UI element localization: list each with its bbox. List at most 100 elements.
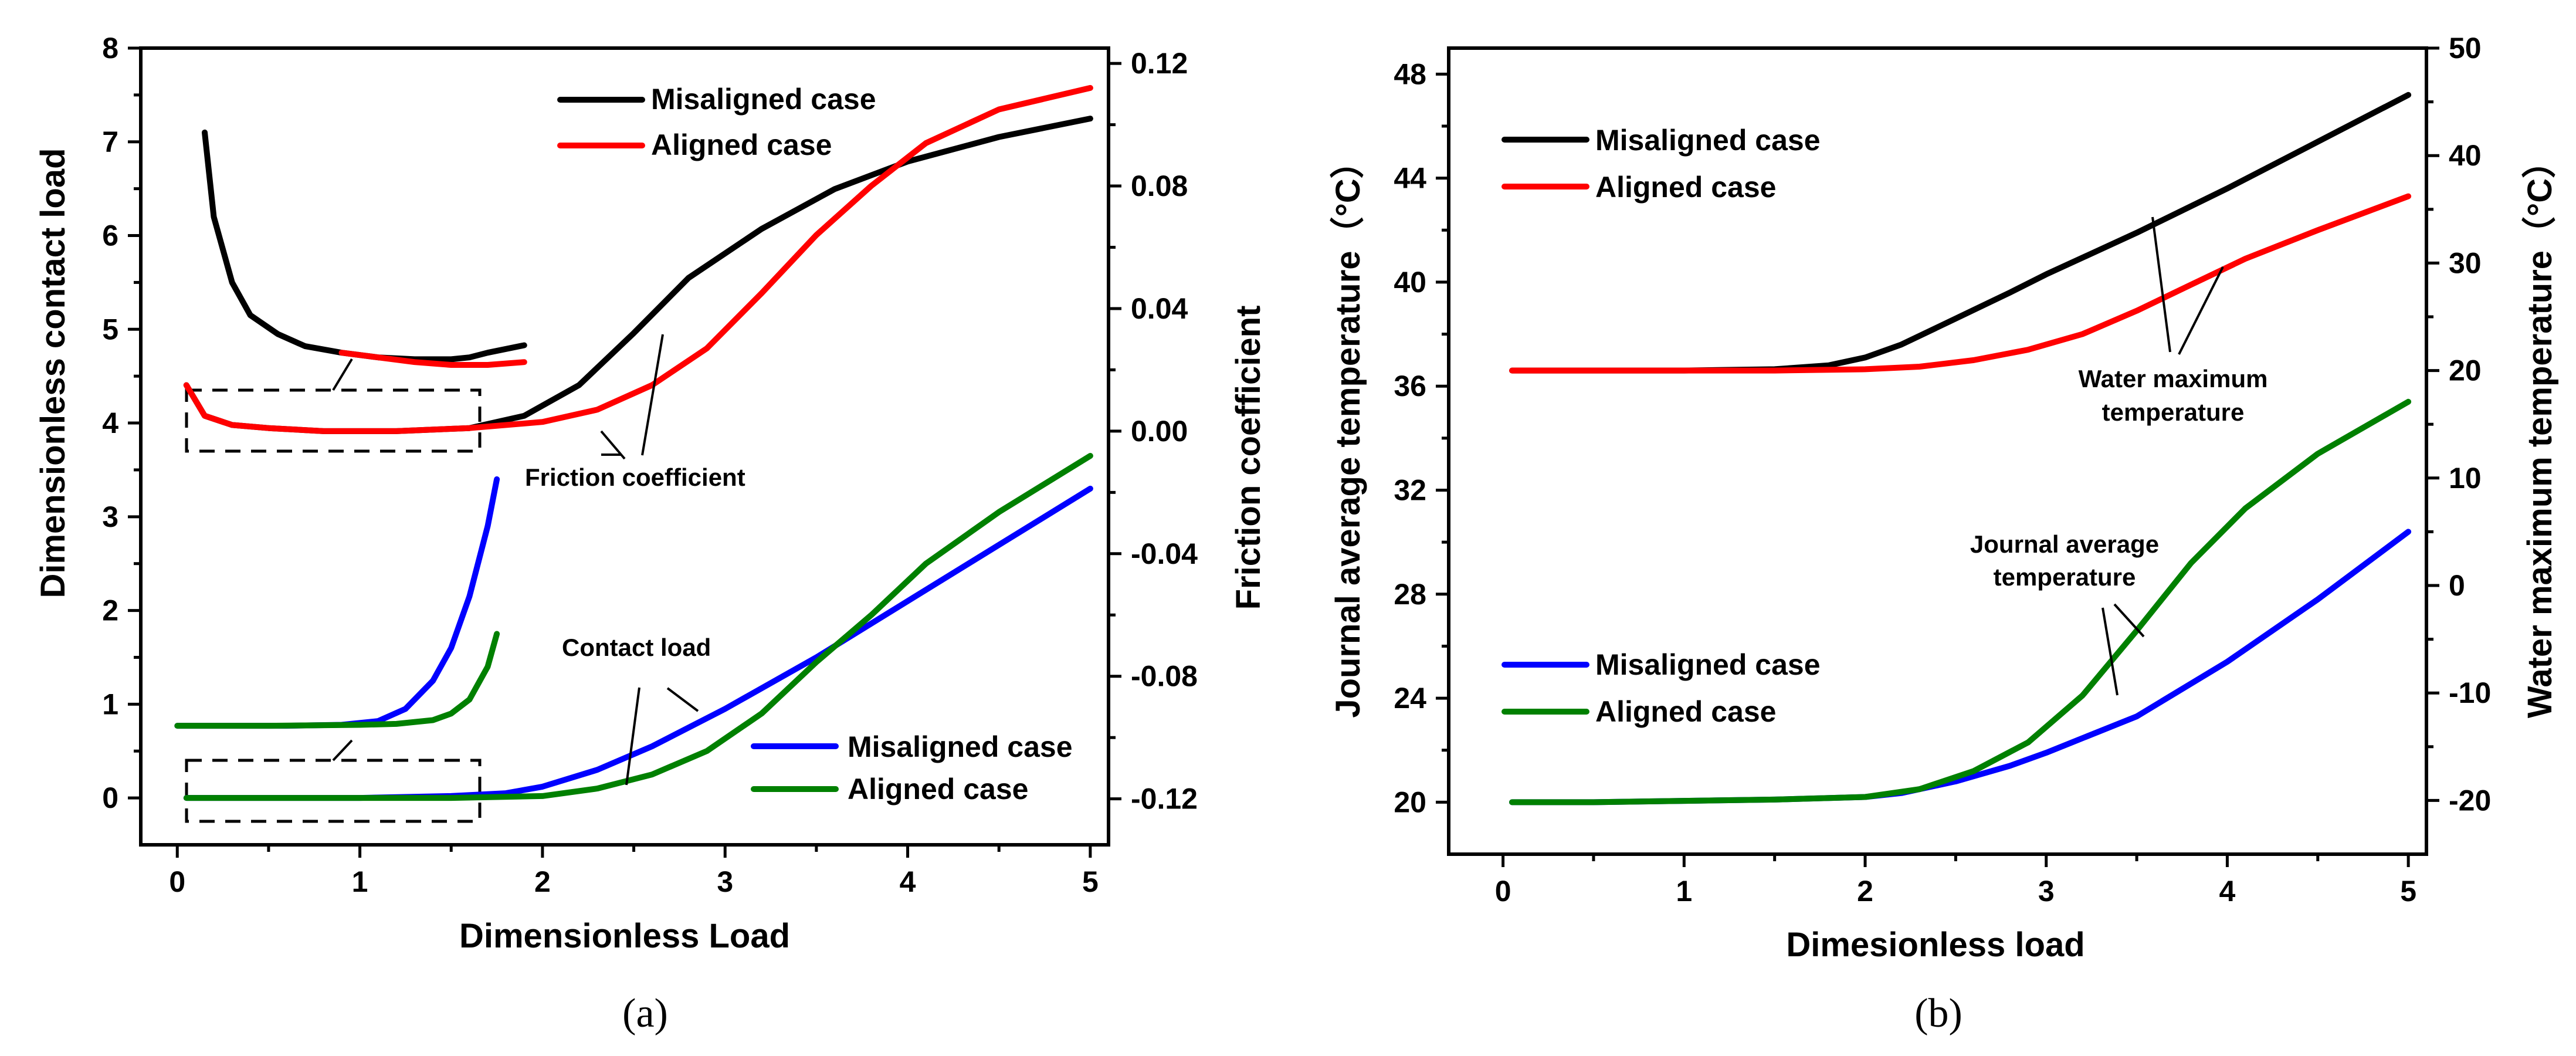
panel-a-label: (a) [622, 991, 668, 1036]
panel-a-legend-label-contact-misaligned: Misaligned case [848, 730, 1073, 763]
panel-a-left-tick-label: 1 [102, 688, 118, 720]
panel-a-series [183, 84, 1093, 801]
panel-a-right-tick-label: 0.04 [1131, 292, 1188, 325]
panel-a-right-tick-label: -0.04 [1131, 537, 1198, 570]
panel-a-right-tick-label: 0.12 [1131, 47, 1188, 80]
panel-a-contact-annotation: Contact load [562, 634, 711, 661]
panel-b-x-tick-label: 1 [1676, 875, 1692, 908]
panel-b-left-ticks: 20 24 28 32 36 40 44 48 [1394, 57, 1449, 818]
panel-a-right-ticks: -0.12 -0.08 -0.04 0.00 0.04 0.08 0.12 [1109, 47, 1198, 815]
panel-b-left-tick-label: 40 [1394, 266, 1426, 299]
panel-a-legend-label-friction-aligned: Aligned case [651, 128, 832, 161]
panel-b-x-tick-label: 0 [1495, 875, 1511, 908]
panel-a-left-tick-label: 6 [102, 219, 118, 252]
panel-a-x-tick-label: 1 [352, 865, 368, 898]
panel-b-plot-frame [1447, 46, 2428, 856]
panel-a-zoom-connector-friction [332, 358, 353, 391]
panel-b-series [1509, 92, 2412, 805]
panel-a-left-tick-label: 5 [102, 313, 118, 346]
panel-a-x-axis-title: Dimensionless Load [459, 917, 790, 955]
panel-b-water-arrow-1 [2151, 216, 2171, 353]
panel-a-legend-label-friction-misaligned: Misaligned case [651, 83, 876, 116]
panel-b-right-tick-label: 40 [2449, 139, 2482, 172]
panel-b-water-arrow-2 [2178, 266, 2224, 355]
panel-b-journal-annotation-line2: temperature [1994, 563, 2136, 591]
panel-a-chart: 0 1 2 3 4 5 0 1 2 3 4 5 6 7 8 -0.12 -0.08 -0.04 0.00 0.04… [34, 32, 1267, 1036]
panel-b-right-axis-title: Water maximum temperature（°C） [2521, 144, 2559, 718]
panel-b-x-axis-title: Dimesionless load [1786, 926, 2084, 964]
panel-b-series-line [1509, 398, 2412, 805]
panel-b-right-ticks: -20 -10 0 10 20 30 40 50 [2426, 32, 2491, 817]
panel-a-left-tick-label: 8 [102, 32, 118, 65]
panel-a-zoom-box-contact [185, 759, 482, 823]
panel-a-x-tick-label: 4 [900, 865, 916, 898]
panel-b-right-tick-label: 20 [2449, 354, 2482, 387]
panel-b-right-tick-label: -10 [2449, 676, 2491, 709]
panel-b-right-tick-label: 30 [2449, 246, 2482, 279]
panel-a-x-tick-label: 5 [1082, 865, 1099, 898]
panel-a-left-tick-label: 0 [102, 781, 118, 814]
panel-b-x-ticks: 0 1 2 3 4 5 [1495, 854, 2416, 908]
panel-b-water-annotation-line2: temperature [2102, 398, 2245, 426]
panel-b-x-tick-label: 3 [2038, 875, 2055, 908]
panel-a-inset-line [202, 129, 527, 363]
panel-b-left-tick-label: 48 [1394, 57, 1426, 90]
panel-b-journal-annotation-line1: Journal average [1970, 530, 2159, 558]
panel-a-left-axis-title: Dimensionless contact load [34, 148, 72, 598]
panel-b-series-line [1509, 193, 2412, 374]
panel-a-x-tick-label: 3 [717, 865, 733, 898]
panel-a-zoom-connector-contact [332, 739, 353, 761]
panel-b-x-tick-label: 2 [1857, 875, 1873, 908]
panel-b-label: (b) [1914, 991, 1962, 1036]
panel-a-x-tick-label: 0 [169, 865, 185, 898]
panel-a-left-tick-label: 2 [102, 594, 118, 627]
panel-a-friction-arrow-1 [600, 430, 626, 460]
panel-b-legend-label-journal-misaligned: Misaligned case [1595, 648, 1821, 681]
panel-a-legend-label-contact-aligned: Aligned case [848, 773, 1028, 805]
panel-a-inset-line [338, 350, 527, 368]
panel-a-plot-frame [139, 46, 1110, 847]
panel-b-left-axis-title: Journal average temperature（°C） [1329, 144, 1367, 717]
panel-b-journal-arrow-2 [2113, 603, 2145, 638]
panel-b-right-tick-label: -20 [2449, 784, 2491, 817]
panel-b-water-annotation-line1: Water maximum [2079, 365, 2268, 392]
panel-b-left-tick-label: 32 [1394, 473, 1426, 506]
panel-a-friction-arrow-2 [641, 334, 664, 456]
panel-a-left-ticks: 0 1 2 3 4 5 6 7 8 [102, 32, 141, 814]
panel-a-contact-arrow-1 [625, 687, 640, 786]
panel-b-right-tick-label: 0 [2449, 569, 2465, 602]
panel-a-inset-series [174, 129, 527, 729]
panel-a-left-tick-label: 3 [102, 500, 118, 533]
panel-a-friction-annotation: Friction coefficient [525, 463, 745, 491]
panel-b-legend-label-water-aligned: Aligned case [1595, 171, 1776, 204]
panel-b-x-tick-label: 5 [2400, 875, 2416, 908]
panel-b-legend-label-water-misaligned: Misaligned case [1595, 124, 1821, 157]
panel-a-right-tick-label: 0.08 [1131, 170, 1188, 202]
panel-a-right-tick-label: -0.08 [1131, 660, 1198, 693]
panel-a-x-ticks: 0 1 2 3 4 5 [169, 845, 1099, 898]
panel-b-journal-arrow-1 [2102, 607, 2119, 696]
panel-b-legend-label-journal-aligned: Aligned case [1595, 695, 1776, 728]
panel-a-inset-line [174, 476, 500, 729]
panel-a-right-tick-label: -0.12 [1131, 783, 1198, 815]
panel-b-left-tick-label: 20 [1394, 786, 1426, 818]
panel-a-series-line [183, 84, 1093, 434]
panel-a-x-tick-label: 2 [534, 865, 551, 898]
panel-b-x-tick-label: 4 [2219, 875, 2236, 908]
panel-a-series-line [183, 116, 1093, 434]
panel-b-chart: 0 1 2 3 4 5 20 24 28 32 36 40 44 48 -20 -10 0 10 20 30 40 5… [1329, 32, 2559, 1036]
panel-a-left-tick-label: 4 [102, 407, 118, 439]
panel-a-zoom-box-friction [185, 388, 482, 453]
panel-a-right-tick-label: 0.00 [1131, 415, 1188, 448]
panel-a-series-line [183, 453, 1093, 801]
panel-a-right-axis-title: Friction coefficient [1229, 306, 1267, 610]
panel-a-contact-arrow-2 [666, 687, 699, 712]
panel-b-right-tick-label: 10 [2449, 462, 2482, 495]
panel-b-left-tick-label: 36 [1394, 370, 1426, 402]
panel-b-left-tick-label: 28 [1394, 578, 1426, 611]
panel-a-left-tick-label: 7 [102, 126, 118, 158]
panel-b-left-tick-label: 24 [1394, 682, 1426, 715]
panel-b-right-tick-label: 50 [2449, 32, 2482, 65]
panel-b-left-tick-label: 44 [1394, 162, 1426, 195]
